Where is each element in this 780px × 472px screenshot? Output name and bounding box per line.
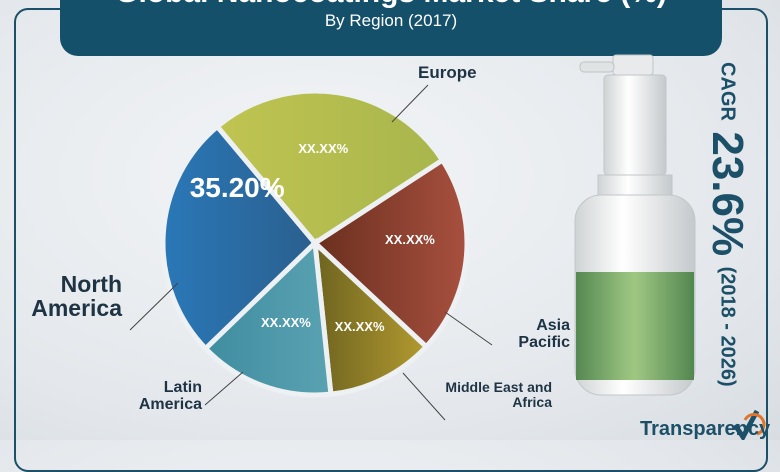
logo-text: Transparency [640,418,771,440]
pie-slice-middle-east-and-africa [311,236,430,397]
logo-icon [732,409,766,440]
pie-slice-asia-pacific [310,156,470,351]
cagr-period: (2018 - 2026) [716,266,739,387]
label-latin-america: Latin America [138,379,202,413]
cagr-value: 23.6% [703,131,752,257]
label-mea: Middle East and Africa [445,379,552,410]
title-banner: Global Nanocoatings Market Share (%) By … [60,0,722,56]
north-america-text: North America [31,271,122,322]
label-north-america: North America [22,272,132,320]
chart-subtitle: By Region (2017) [324,11,458,30]
cagr-label: CAGR [716,62,739,121]
spray-bottle [574,54,696,396]
cagr-callout: CAGR 23.6% (2018 - 2026) [702,62,752,387]
slice-value-label: 35.20% [189,171,285,203]
slice-value-label: XX.XX% [260,315,311,331]
pie-slice-north-america [160,123,319,353]
label-asia-pacific: Asia Pacific [518,317,570,351]
label-europe: Europe [418,63,477,82]
slice-value-label: XX.XX% [334,319,385,335]
slice-value-label: XX.XX% [385,231,435,247]
pie-chart [129,54,766,440]
slice-value-label: XX.XX% [298,140,349,156]
pie-slice-europe [213,88,446,247]
pie-slice-latin-america [202,237,334,398]
chart-title: Global Nanocoatings Market Share (%) [60,0,722,10]
